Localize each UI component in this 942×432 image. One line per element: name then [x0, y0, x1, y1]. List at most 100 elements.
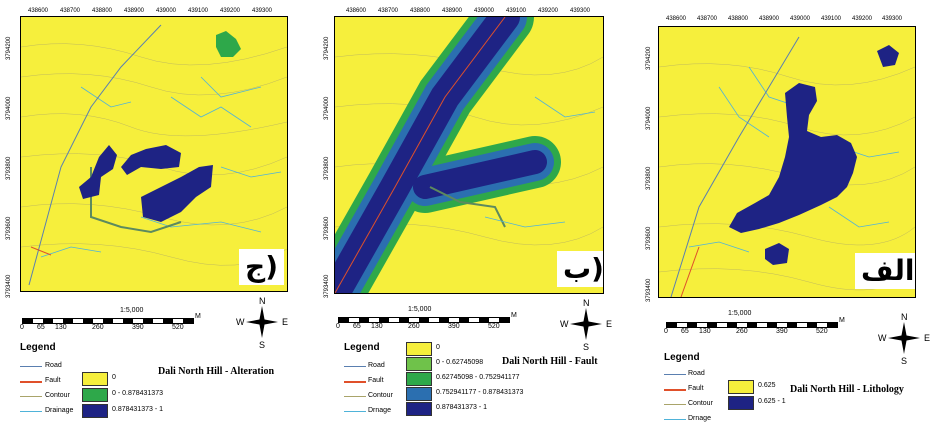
drainage-label: Drnage: [368, 407, 391, 414]
fault-label: Fault: [688, 385, 704, 392]
panel-alteration: 438600 438700 438800 438900 439000 43910…: [0, 0, 310, 432]
contour-label: Contour: [688, 400, 713, 407]
east-letter: E: [924, 333, 931, 343]
side-tick: 3793800: [324, 156, 330, 180]
class-label: 0.878431373 - 1: [112, 406, 163, 413]
drainage-line: [344, 411, 366, 412]
scale-bar: [666, 322, 838, 328]
class-swatch: [406, 372, 432, 386]
fault-label: Fault: [368, 377, 384, 384]
top-tick: 439300: [252, 8, 273, 14]
scale-bar: [338, 317, 510, 323]
contour-line: [664, 404, 686, 405]
legend-title: Legend: [344, 342, 380, 353]
class-label: 0.62745098 - 0.752941177: [436, 374, 520, 381]
class-swatch: [406, 357, 432, 371]
top-tick: 438600: [346, 8, 367, 14]
contour-label: Contour: [368, 392, 393, 399]
class-label: 0.625: [758, 382, 776, 389]
scale-tick: 65: [37, 324, 45, 331]
side-tick: 3794200: [646, 46, 652, 70]
top-tick: 438800: [410, 8, 431, 14]
side-tick: 3794200: [6, 36, 12, 60]
road-line: [20, 366, 42, 367]
map-fault: ب): [334, 16, 604, 294]
south-letter: S: [583, 342, 590, 352]
south-letter: S: [259, 340, 266, 350]
map-title: Dali North Hill - Alteration: [158, 366, 275, 377]
scale-bar: [22, 318, 194, 324]
contour-line: [344, 396, 366, 397]
top-tick: 439300: [882, 16, 903, 22]
east-letter: E: [606, 319, 613, 329]
top-tick: 439200: [538, 8, 559, 14]
scale-tick: 130: [55, 324, 67, 331]
scale-tick: 390: [448, 323, 460, 330]
scale-tick: 520: [816, 328, 828, 335]
class-label: 0.625 - 1: [758, 398, 786, 405]
class-swatch: [406, 342, 432, 356]
west-letter: W: [878, 333, 887, 343]
north-letter: N: [901, 312, 908, 322]
map-lithology: الف): [658, 26, 916, 298]
top-tick: 439300: [570, 8, 591, 14]
side-tick: 3793600: [6, 216, 12, 240]
side-tick: 3794000: [646, 106, 652, 130]
drainage-label: Drainage: [45, 407, 74, 414]
top-tick: 438900: [759, 16, 780, 22]
scale-tick: 65: [681, 328, 689, 335]
map-title: Dali North Hill - Fault: [502, 356, 598, 367]
east-letter: E: [282, 317, 289, 327]
road-label: Road: [45, 362, 62, 369]
top-tick: 439000: [790, 16, 811, 22]
top-tick: 439100: [821, 16, 842, 22]
panel-label: ب): [557, 251, 603, 287]
top-tick: 439000: [156, 8, 177, 14]
side-tick: 3793800: [646, 166, 652, 190]
north-letter: N: [259, 296, 266, 306]
panel-label: الف): [855, 253, 915, 289]
scale-tick: 520: [488, 323, 500, 330]
west-letter: W: [560, 319, 569, 329]
drainage-line: [664, 419, 686, 420]
side-tick: 3794000: [324, 96, 330, 120]
top-tick: 438700: [60, 8, 81, 14]
legend-title: Legend: [664, 352, 700, 363]
panel-lithology: 438600 438700 438800 438900 439000 43910…: [636, 0, 942, 432]
scale-unit: M: [195, 313, 201, 320]
panel-fault: 438600 438700 438800 438900 439000 43910…: [318, 0, 630, 432]
panel-label: ج): [239, 249, 284, 285]
class-swatch: [82, 372, 108, 386]
road-line: [344, 366, 366, 367]
class-label: 0.878431373 - 1: [436, 404, 487, 411]
class-swatch: [728, 396, 754, 410]
scale-ratio: 1:5,000: [120, 307, 144, 314]
fault-line: [344, 381, 366, 383]
scale-tick: 0: [664, 328, 668, 335]
scale-tick: 0: [336, 323, 340, 330]
top-tick: 438800: [92, 8, 113, 14]
road-label: Road: [368, 362, 385, 369]
class-label: 0.752941177 - 0.878431373: [436, 389, 524, 396]
contour-line: [20, 396, 42, 397]
drainage-label: Drnage: [688, 415, 711, 422]
class-swatch: [82, 404, 108, 418]
north-arrow-icon: N S W E: [878, 312, 930, 366]
map-title: Dali North Hill - Lithology: [790, 384, 904, 395]
side-tick: 3793600: [324, 216, 330, 240]
class-label: 0 - 0.62745098: [436, 359, 484, 366]
side-tick: 3793400: [324, 274, 330, 298]
south-letter: S: [901, 356, 908, 366]
west-letter: W: [236, 317, 245, 327]
map-alteration: ج): [20, 16, 288, 292]
top-tick: 438600: [666, 16, 687, 22]
road-line: [664, 374, 686, 375]
top-tick: 439000: [474, 8, 495, 14]
side-tick: 3794200: [324, 36, 330, 60]
top-tick: 438900: [124, 8, 145, 14]
scale-ratio: 1:5,000: [408, 306, 432, 313]
top-tick: 439200: [220, 8, 241, 14]
legend-title: Legend: [20, 342, 56, 353]
class-swatch: [406, 402, 432, 416]
top-tick: 438600: [28, 8, 49, 14]
